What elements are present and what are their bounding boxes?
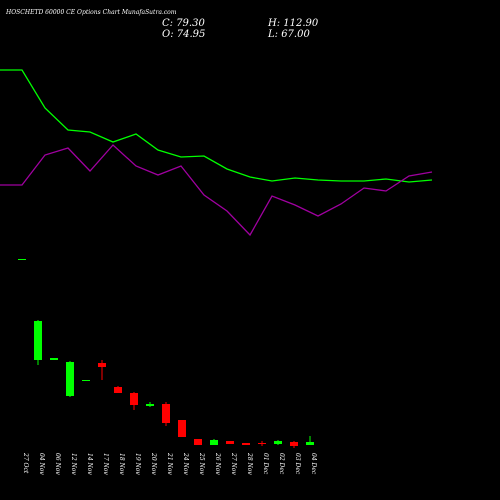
candle-body: [146, 404, 154, 406]
candle-body: [274, 441, 282, 444]
x-tick-label: 03 Dec: [294, 453, 301, 475]
candle-body: [226, 441, 234, 444]
candle-body: [114, 387, 122, 393]
x-tick-label: 28 Nov: [246, 452, 253, 475]
x-tick-label: 04 Nov: [38, 453, 45, 475]
x-tick-label: 18 Nov: [118, 453, 125, 475]
x-tick-label: 20 Nov: [150, 452, 157, 475]
candle-body: [130, 393, 138, 405]
low-label: L: 67.00: [268, 29, 310, 40]
x-tick-label: 12 Nov: [70, 453, 77, 475]
candle-body: [82, 380, 90, 381]
x-tick-label: 02 Dec: [278, 453, 285, 475]
open-label: O: 74.95: [162, 29, 206, 40]
magenta-line-series: [0, 144, 433, 237]
x-tick-label: 24 Nov: [182, 452, 189, 475]
candle-body: [306, 442, 314, 445]
x-tick-label: 27 Oct: [22, 452, 29, 474]
candle-body: [290, 442, 298, 446]
candle-body: [34, 321, 42, 360]
x-tick-label: 14 Nov: [86, 453, 93, 475]
candle-body: [194, 439, 202, 445]
candle-body: [66, 362, 74, 396]
candle-body: [98, 363, 106, 367]
high-label: H: 112.90: [268, 18, 319, 29]
x-tick-label: 04 Dec: [310, 453, 317, 475]
x-tick-label: 17 Nov: [102, 453, 109, 475]
x-tick-label: 26 Nov: [214, 452, 221, 475]
candle-body: [178, 420, 186, 437]
candle-body: [50, 358, 58, 360]
close-label: C: 79.30: [162, 18, 205, 29]
green-line-series: [0, 69, 433, 183]
chart-title: HOSCHETD 60000 CE Options Chart MunafaSu…: [6, 9, 177, 16]
x-tick-label: 25 Nov: [198, 452, 205, 475]
candle-body: [18, 259, 26, 260]
candle-body: [258, 443, 266, 444]
candle-body: [242, 443, 250, 445]
candle-body: [162, 404, 170, 423]
x-tick-label: 06 Nov: [54, 453, 61, 475]
x-tick-label: 21 Nov: [166, 452, 173, 475]
candle-body: [210, 440, 218, 445]
x-tick-label: 01 Dec: [262, 453, 269, 475]
x-tick-label: 27 Nov: [230, 452, 237, 475]
x-tick-label: 19 Nov: [134, 453, 141, 475]
